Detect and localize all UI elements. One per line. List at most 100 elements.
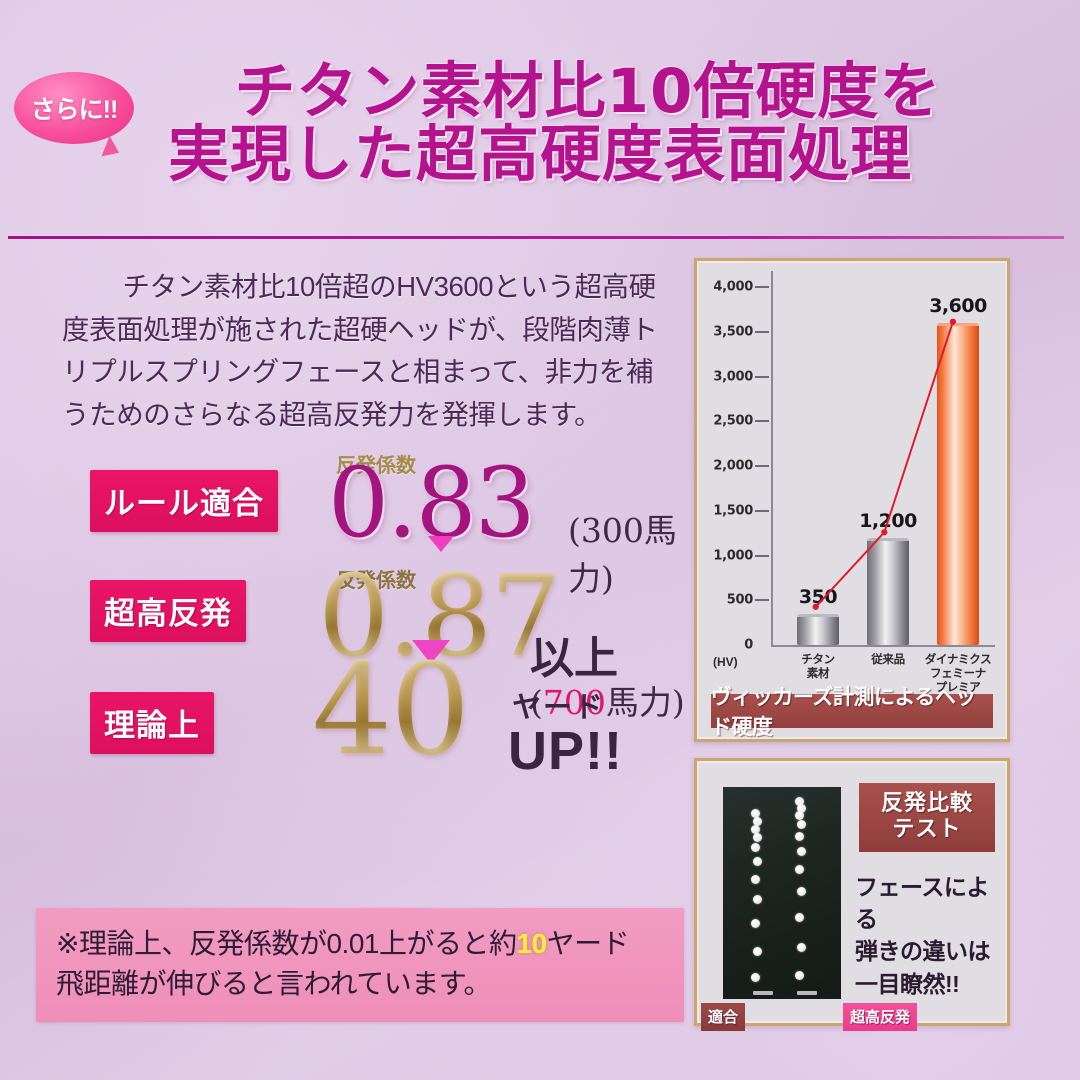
chart-bar: [937, 322, 979, 645]
chart-y-tick-mark: [755, 599, 769, 602]
chart-y-tick-label: 0: [744, 637, 753, 653]
rebound-test-photo: [723, 787, 841, 999]
stat-suffix-700hp: (700馬力): [530, 683, 685, 722]
ball-impact-dot: [751, 919, 760, 928]
footnote-highlight-10: 10: [516, 928, 547, 959]
chart-x-tick-label: 従来品: [871, 654, 905, 666]
down-arrow-icon-2: [412, 640, 450, 664]
stat-badge-high-rebound: 超高反発: [90, 580, 246, 642]
chart-bar-value-label: 350: [798, 585, 838, 608]
rebound-test-heading-line2: テスト: [892, 816, 962, 842]
down-arrow-icon-1: [428, 536, 454, 552]
rebound-test-panel: 適合 超高反発 反発比較 テスト フェースによる 弾きの違いは 一目瞭然!!: [694, 758, 1010, 1031]
stat-suffix-ijo: 以上: [530, 633, 618, 684]
chart-caption: ヴィッカーズ計測によるヘッド硬度: [711, 686, 993, 739]
chart-bar-slot: 1,200: [859, 271, 917, 645]
rebound-test-body-line3: 一目瞭然!!: [855, 970, 960, 997]
stat-badge-theoretical: 理論上: [90, 692, 214, 754]
stat-kicker-cor-2: 反発係数: [336, 564, 416, 593]
stat-value-cor-083: 0.83: [328, 447, 536, 559]
ball-impact-dot: [751, 875, 760, 884]
stat-up-label: UP!!: [508, 721, 623, 781]
ball-impact-dot: [797, 943, 806, 952]
header-divider: [8, 236, 1064, 239]
chart-bar-value-label: 3,600: [929, 294, 987, 317]
chart-y-tick-label: 2,000: [713, 458, 753, 474]
chart-bars: 350 チタン 素材 1,200 従来品 3,600 ダイナミクス フェミーナ プレミア: [783, 271, 993, 694]
chart-y-axis: 0 500 1,000 1,500 2,000 2,500 3,000 3,500 4,000: [705, 271, 773, 653]
tee-marker: [753, 991, 773, 995]
footnote-box: ※理論上、反発係数が0.01上がると約10ヤード 飛距離が伸びると言われています…: [36, 908, 684, 1022]
chart-y-tick-label: 4,000: [713, 279, 753, 295]
stat-kicker-cor-1: 反発係数: [336, 455, 416, 477]
ball-impact-dot: [797, 804, 806, 813]
rebound-test-heading: 反発比較 テスト: [859, 783, 995, 852]
chart-x-tick-label: チタン 素材: [801, 654, 835, 681]
tag-high-rebound: 超高反発: [843, 1003, 918, 1031]
chart-bar-slot: 350: [789, 271, 847, 645]
chart-axis-vertical: [771, 271, 773, 647]
ball-impact-dot: [795, 832, 804, 841]
tag-rule-conforming: 適合: [701, 1003, 746, 1031]
ball-impact-dot: [797, 820, 806, 829]
ball-impact-dot: [797, 887, 806, 896]
page-title: チタン素材比10倍硬度を 実現した超高硬度表面処理: [0, 60, 1080, 187]
chart-y-tick-mark: [755, 286, 769, 288]
chart-y-tick-label: 3,000: [713, 369, 753, 384]
chart-y-tick-label: 500: [726, 592, 754, 608]
chart-bar: [797, 613, 839, 645]
chart-y-tick-label: 1,000: [713, 548, 753, 563]
ball-impact-dot: [797, 847, 806, 856]
ball-impact-dot: [795, 971, 804, 980]
ball-impact-dot: [751, 809, 760, 818]
chart-bar-slot: 3,600: [929, 271, 987, 645]
chart-y-tick-mark: [755, 330, 769, 333]
ball-impact-dot: [751, 825, 760, 834]
ball-impact-dot: [753, 947, 762, 956]
footnote-suffix: ヤード: [546, 928, 630, 959]
footnote-prefix: ※理論上、反発係数が0.01上がると約: [56, 928, 517, 959]
tee-marker: [797, 991, 817, 995]
lead-paragraph: チタン素材比10倍超のHV3600という超高硬度表面処理が施された超硬ヘッドが、…: [62, 271, 658, 430]
ball-impact-dot: [753, 817, 762, 826]
chart-bar-value-label: 1,200: [859, 509, 917, 532]
chart-y-tick-mark: [755, 554, 769, 557]
chart-plot-area: 0 500 1,000 1,500 2,000 2,500 3,000 3,500 4,000 …: [705, 271, 999, 694]
chart-axis-baseline: [771, 645, 995, 647]
ball-impact-dot: [795, 913, 804, 922]
title-line-1: チタン素材比10倍硬度を: [234, 56, 942, 127]
rebound-test-heading-line1: 反発比較: [880, 790, 973, 815]
footnote-line2: 飛距離が伸びると言われています。: [56, 967, 491, 999]
ball-impact-dot: [751, 843, 760, 852]
chart-y-tick-label: 3,500: [713, 324, 753, 340]
stat-row-theoretical-yards: 理論上 40 ヤード UP!!: [60, 640, 690, 782]
speech-bubble-label: さらに!!: [30, 96, 119, 124]
sarani-speech-bubble: さらに!!: [14, 72, 134, 144]
stat-unit-yard: ヤード: [512, 692, 606, 724]
ball-impact-dot: [753, 895, 762, 904]
chart-x-tick-label: ダイナミクス フェミーナ プレミア: [924, 654, 992, 695]
rebound-test-body-line1: フェースによる: [855, 874, 989, 933]
stat-suffix-300hp: (300馬力): [568, 511, 677, 598]
chart-y-tick-label: 2,500: [713, 413, 753, 429]
chart-y-unit-label: (HV): [713, 655, 738, 669]
stat-badge-rule-conforming: ルール適合: [90, 470, 278, 532]
rebound-test-body-line2: 弾きの違いは: [855, 938, 991, 965]
chart-bar: [867, 537, 909, 645]
ball-impact-dot: [753, 857, 762, 866]
chart-y-tick-mark: [755, 375, 769, 378]
rebound-test-body: フェースによる 弾きの違いは 一目瞭然!!: [855, 871, 1005, 1000]
title-line-2: 実現した超高硬度表面処理: [167, 119, 912, 191]
ball-impact-dot: [795, 865, 804, 874]
chart-y-tick-mark: [755, 465, 769, 467]
chart-y-tick-mark: [755, 420, 769, 423]
hardness-chart-panel: 0 500 1,000 1,500 2,000 2,500 3,000 3,500 4,000 …: [694, 258, 1010, 742]
stat-list: ルール適合 反発係数 0.83 (300馬力) 超高反発 反発係数 0.87 以…: [60, 452, 690, 782]
chart-y-tick-label: 1,500: [713, 503, 753, 519]
stat-row-rule-conforming: ルール適合 反発係数 0.83 (300馬力): [60, 452, 690, 598]
ball-impact-dot: [751, 973, 760, 982]
ball-impact-dot: [753, 833, 762, 842]
chart-y-tick-mark: [755, 509, 769, 512]
stat-value-40-yards: 40: [312, 636, 470, 783]
